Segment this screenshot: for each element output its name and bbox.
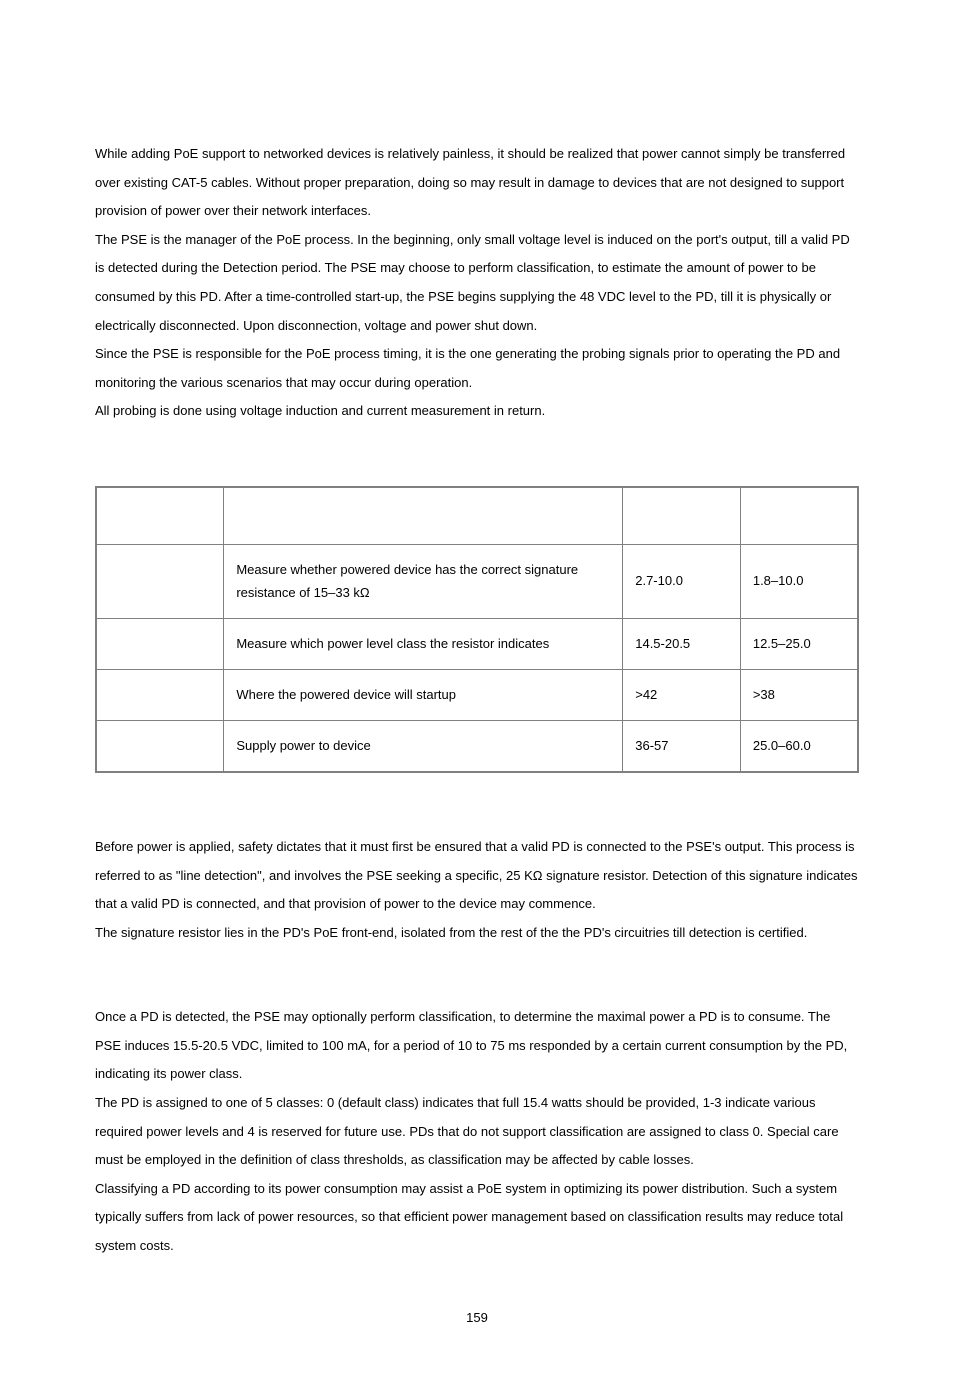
paragraph-2: The PSE is the manager of the PoE proces…	[95, 226, 859, 340]
table-cell: Measure which power level class the resi…	[224, 618, 623, 669]
table-cell: Measure whether powered device has the c…	[224, 545, 623, 618]
table-cell	[96, 545, 224, 618]
table-header-row	[96, 487, 858, 545]
paragraph-1: While adding PoE support to networked de…	[95, 140, 859, 226]
paragraph-9: Classifying a PD according to its power …	[95, 1175, 859, 1261]
table-cell: Supply power to device	[224, 720, 623, 772]
table-row: Supply power to device 36-57 25.0–60.0	[96, 720, 858, 772]
table-cell: Where the powered device will startup	[224, 669, 623, 720]
table-cell	[96, 720, 224, 772]
table-cell: 1.8–10.0	[740, 545, 858, 618]
table-header-2	[224, 487, 623, 545]
table-cell: 12.5–25.0	[740, 618, 858, 669]
table-header-3	[623, 487, 741, 545]
table-row: Measure whether powered device has the c…	[96, 545, 858, 618]
table-header-1	[96, 487, 224, 545]
table-cell: 36-57	[623, 720, 741, 772]
table-cell: >42	[623, 669, 741, 720]
poe-stages-table: Measure whether powered device has the c…	[95, 486, 859, 773]
table-cell	[96, 669, 224, 720]
table-cell: 14.5-20.5	[623, 618, 741, 669]
table-row: Measure which power level class the resi…	[96, 618, 858, 669]
paragraph-5: Before power is applied, safety dictates…	[95, 833, 859, 919]
table-row: Where the powered device will startup >4…	[96, 669, 858, 720]
paragraph-6: The signature resistor lies in the PD's …	[95, 919, 859, 948]
table-cell: >38	[740, 669, 858, 720]
table-cell: 2.7-10.0	[623, 545, 741, 618]
paragraph-4: All probing is done using voltage induct…	[95, 397, 859, 426]
paragraph-7: Once a PD is detected, the PSE may optio…	[95, 1003, 859, 1089]
table-cell	[96, 618, 224, 669]
poe-stages-table-container: Measure whether powered device has the c…	[95, 486, 859, 773]
paragraph-8: The PD is assigned to one of 5 classes: …	[95, 1089, 859, 1175]
paragraph-3: Since the PSE is responsible for the PoE…	[95, 340, 859, 397]
table-header-4	[740, 487, 858, 545]
page-number: 159	[95, 1311, 859, 1324]
table-cell: 25.0–60.0	[740, 720, 858, 772]
